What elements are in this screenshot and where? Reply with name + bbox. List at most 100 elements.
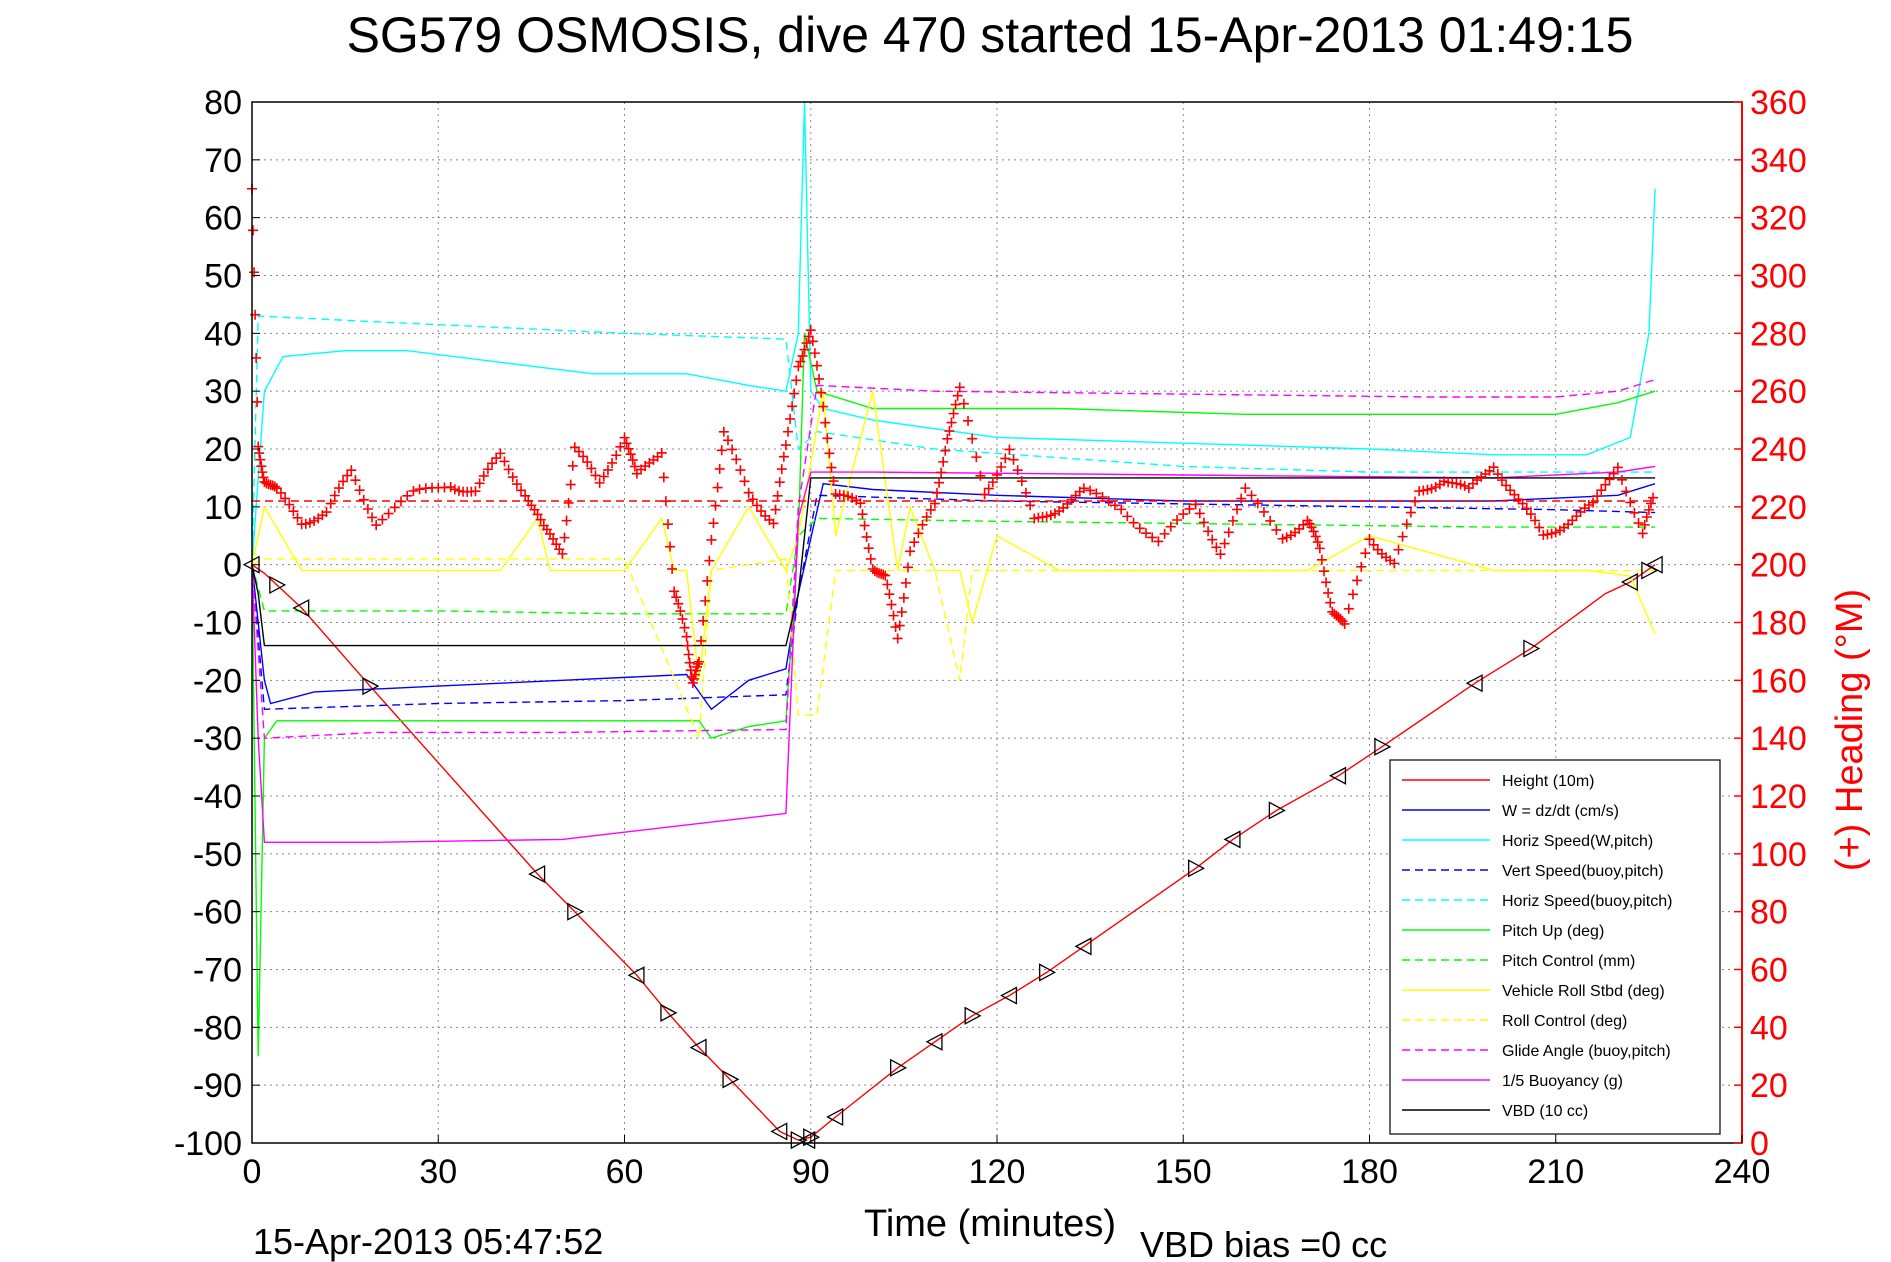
- depth-marker: [925, 1032, 943, 1051]
- heading-point: [445, 482, 456, 493]
- heading-point: [1008, 454, 1019, 465]
- depth-marker: [627, 966, 645, 985]
- y-tick-label: -50: [193, 836, 242, 874]
- series-line-4: [251, 315, 1656, 565]
- heading-point: [565, 479, 576, 490]
- heading-point: [917, 519, 928, 530]
- heading-point: [1625, 497, 1636, 508]
- heading-point: [963, 415, 974, 426]
- heading-point: [253, 441, 264, 452]
- heading-point: [495, 448, 506, 459]
- heading-point: [692, 658, 703, 669]
- y-tick-label: -90: [193, 1067, 242, 1105]
- depth-marker: [1523, 639, 1541, 658]
- heading-point: [722, 435, 733, 446]
- heading-point: [627, 455, 638, 466]
- y2-tick-label: 240: [1750, 431, 1807, 469]
- heading-point: [787, 401, 798, 412]
- heading-point: [698, 615, 709, 626]
- heading-point: [1463, 483, 1474, 494]
- depth-marker: [1188, 859, 1206, 878]
- heading-point: [1571, 511, 1582, 522]
- heading-point: [1588, 497, 1598, 508]
- heading-point: [551, 539, 562, 550]
- heading-point: [559, 532, 570, 543]
- heading-point: [1223, 527, 1234, 538]
- heading-point: [681, 631, 692, 642]
- heading-point: [1534, 522, 1545, 533]
- heading-point: [1211, 542, 1222, 553]
- heading-point: [325, 498, 336, 509]
- depth-marker: [269, 575, 287, 594]
- heading-point: [1513, 494, 1524, 505]
- heading-point: [563, 497, 574, 508]
- y-tick-label: 10: [204, 489, 242, 527]
- heading-point: [1648, 492, 1659, 503]
- heading-point: [292, 512, 303, 523]
- x-axis: 0 30 60 90 120 150 180 210 240: [243, 1135, 1770, 1191]
- heading-point: [254, 448, 265, 459]
- y2-tick-label: 160: [1750, 662, 1807, 700]
- heading-point: [482, 464, 493, 475]
- heading-point: [863, 543, 874, 554]
- heading-point: [1219, 538, 1230, 549]
- heading-point: [256, 461, 267, 472]
- heading-point: [619, 432, 630, 443]
- heading-point: [683, 649, 694, 660]
- heading-point: [1258, 506, 1269, 517]
- heading-point: [882, 579, 893, 590]
- heading-point: [896, 607, 907, 618]
- heading-point: [602, 464, 613, 475]
- heading-point: [679, 622, 690, 633]
- heading-point: [1308, 526, 1319, 537]
- y-tick-label: 20: [204, 431, 242, 469]
- depth-marker: [722, 1070, 740, 1089]
- heading-point: [1405, 507, 1416, 518]
- heading-point: [491, 453, 502, 464]
- legend-label: 1/5 Buoyancy (g): [1502, 1073, 1623, 1090]
- heading-point: [861, 531, 872, 542]
- heading-point: [1488, 462, 1499, 473]
- heading-point: [888, 610, 899, 621]
- heading-point: [892, 633, 903, 644]
- heading-point: [414, 484, 425, 495]
- heading-point: [797, 350, 808, 361]
- heading-point: [1596, 485, 1607, 496]
- y2-tick-label: 180: [1750, 605, 1807, 643]
- heading-point: [675, 606, 686, 617]
- heading-point: [1604, 474, 1615, 485]
- y2-tick-label: 260: [1750, 373, 1807, 411]
- footer-timestamp: 15-Apr-2013 05:47:52: [253, 1221, 603, 1262]
- heading-point: [1194, 508, 1205, 519]
- heading-point: [776, 464, 787, 475]
- x-tick-label: 60: [606, 1153, 644, 1191]
- y2-axis-label: (+) Heading (°M): [1829, 589, 1871, 871]
- heading-point: [1525, 509, 1536, 520]
- heading-point: [743, 487, 754, 498]
- heading-point: [700, 595, 711, 606]
- heading-point: [1629, 507, 1640, 518]
- heading-point: [838, 490, 849, 501]
- heading-point: [561, 515, 572, 526]
- heading-point: [1165, 521, 1176, 532]
- heading-point: [1281, 532, 1292, 543]
- heading-point: [704, 555, 715, 566]
- legend: Height (10m) W = dz/dt (cm/s) Horiz Speed(…: [1389, 759, 1721, 1135]
- depth-marker: [890, 1058, 908, 1077]
- heading-point: [807, 336, 818, 347]
- heading-point: [567, 460, 578, 471]
- y-tick-label: 70: [204, 142, 242, 180]
- heading-point: [795, 356, 806, 367]
- y-tick-label: 40: [204, 315, 242, 353]
- heading-point: [499, 456, 510, 467]
- heading-point: [1364, 534, 1375, 545]
- heading-point: [942, 433, 953, 444]
- heading-point: [909, 537, 920, 548]
- heading-point: [921, 511, 932, 522]
- y-tick-label: -40: [193, 778, 242, 816]
- heading-point: [1401, 519, 1412, 530]
- legend-label: Vehicle Roll Stbd (deg): [1502, 983, 1665, 1000]
- depth-marker: [567, 902, 585, 921]
- heading-point: [402, 490, 413, 501]
- heading-point: [582, 457, 593, 468]
